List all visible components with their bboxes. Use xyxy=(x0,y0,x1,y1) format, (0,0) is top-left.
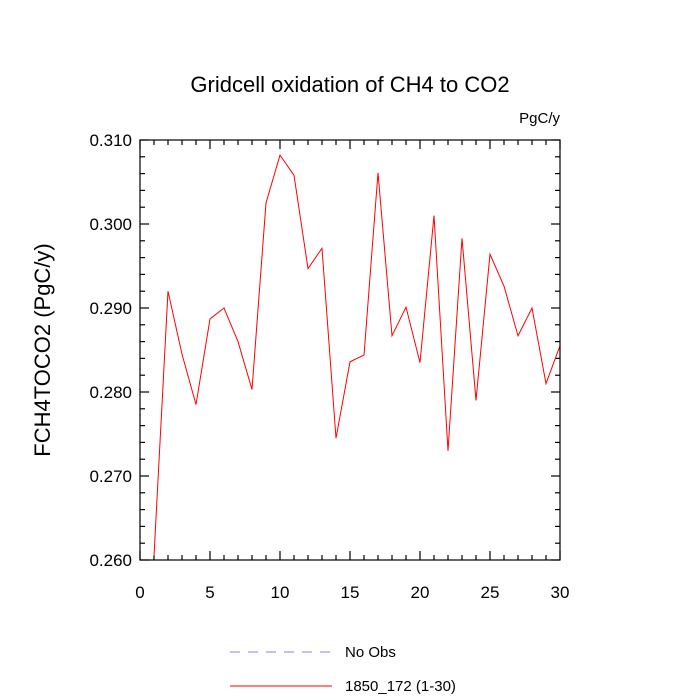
x-tick-label: 5 xyxy=(205,583,214,602)
y-tick-label: 0.300 xyxy=(89,215,132,234)
y-tick-label: 0.310 xyxy=(89,131,132,150)
y-tick-label: 0.280 xyxy=(89,383,132,402)
legend: No Obs 1850_172 (1-30) xyxy=(230,644,456,695)
plot-area xyxy=(153,153,561,556)
x-tick-label: 25 xyxy=(481,583,500,602)
y-tick-labels: 0.260 0.270 0.280 0.290 0.300 0.310 xyxy=(89,131,132,570)
x-tick-labels: 0 5 10 15 20 25 30 xyxy=(135,583,569,602)
x-tick-label: 20 xyxy=(411,583,430,602)
y-tick-label: 0.290 xyxy=(89,299,132,318)
chart-units: PgC/y xyxy=(519,110,560,127)
y-axis-label: FCH4TOCO2 (PgC/y) xyxy=(30,243,55,457)
plot-frame xyxy=(139,139,561,561)
legend-label: No Obs xyxy=(345,644,396,661)
chart-title: Gridcell oxidation of CH4 to CO2 xyxy=(190,72,509,97)
x-tick-label: 10 xyxy=(271,583,290,602)
y-tick-label: 0.270 xyxy=(89,467,132,486)
series-line xyxy=(153,153,561,556)
axis-ticks xyxy=(139,139,561,561)
y-tick-label: 0.260 xyxy=(89,551,132,570)
x-tick-label: 30 xyxy=(551,583,570,602)
x-tick-label: 15 xyxy=(341,583,360,602)
legend-label: 1850_172 (1-30) xyxy=(345,678,456,695)
x-tick-label: 0 xyxy=(135,583,144,602)
